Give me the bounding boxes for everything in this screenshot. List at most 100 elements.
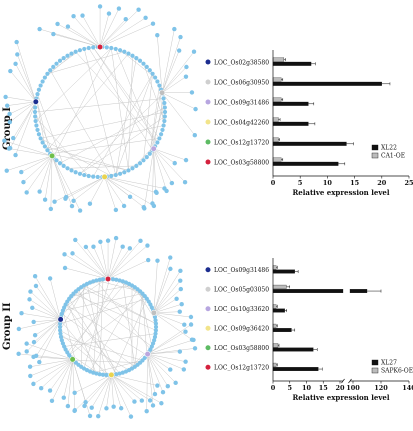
network-node: [188, 322, 194, 327]
network-edge: [15, 63, 37, 102]
network-node: [141, 205, 146, 210]
network-node: [72, 390, 77, 395]
network-node: [165, 383, 170, 389]
network-edge: [111, 374, 135, 402]
network-node: [4, 168, 9, 173]
network-edge: [68, 280, 120, 356]
network-node: [47, 388, 53, 393]
network-edge: [147, 354, 154, 406]
network-node: [24, 190, 29, 195]
network-edge: [59, 330, 130, 371]
network-node: [16, 326, 22, 332]
network-node: [179, 302, 184, 307]
network-node: [32, 332, 38, 338]
network-node: [33, 105, 38, 110]
bar: [272, 328, 292, 332]
network-edge: [161, 92, 195, 136]
network-node: [69, 203, 75, 209]
network-edge: [83, 285, 157, 324]
network-edge: [153, 280, 181, 313]
network-node: [153, 321, 158, 326]
network-node: [73, 170, 78, 175]
network-node: [61, 56, 66, 61]
network-node: [134, 163, 139, 168]
network-node: [87, 201, 93, 206]
network-node: [58, 321, 63, 326]
network-node: [136, 7, 141, 12]
network-node: [31, 319, 36, 325]
network-edge: [147, 354, 164, 393]
group-2-network: [16, 235, 198, 419]
network-node: [147, 398, 153, 403]
network-node: [192, 132, 198, 138]
network-edge: [49, 278, 61, 320]
network-edge: [81, 286, 156, 324]
category-label: LOC_Os03g58800: [214, 345, 269, 352]
network-edge: [15, 101, 37, 156]
network-node: [51, 31, 56, 37]
network-edge: [47, 51, 125, 75]
network-edge: [65, 304, 147, 356]
network-node: [117, 171, 123, 176]
network-node: [61, 395, 66, 400]
network-edge: [84, 48, 116, 176]
network-node: [65, 403, 71, 409]
x-tick-label: 5: [298, 179, 303, 187]
network-node: [100, 277, 106, 282]
network-edge: [161, 36, 181, 93]
network-node: [91, 244, 96, 249]
group-2-chart: LOC_Os09g31486 LOC_Os05g03050 LOC_Os10g336…: [205, 258, 413, 402]
network-edge: [92, 279, 100, 373]
network-edge: [99, 13, 110, 48]
network-edge: [30, 359, 73, 367]
bar: [272, 362, 277, 367]
network-edge: [50, 153, 129, 171]
network-edge: [147, 353, 184, 370]
network-node: [57, 161, 63, 166]
network-edge: [104, 176, 157, 194]
network-node: [31, 339, 37, 345]
network-edge: [153, 311, 180, 314]
x-tick-label: 0: [271, 384, 276, 392]
network-node: [147, 68, 152, 73]
network-edge: [65, 304, 120, 374]
network-node: [178, 34, 183, 40]
network-edge: [9, 101, 36, 115]
network-edge: [147, 348, 196, 355]
bar: [272, 101, 309, 106]
network-node: [57, 58, 63, 63]
network-node: [24, 349, 29, 354]
network-node: [40, 140, 45, 145]
network-edge: [85, 246, 109, 280]
category-marker: [205, 159, 211, 165]
network-node: [91, 370, 96, 375]
network-edge: [153, 312, 193, 340]
network-edge: [153, 303, 182, 314]
network-node: [7, 119, 13, 125]
network-node: [19, 310, 24, 316]
category-marker: [205, 139, 211, 145]
network-edge: [18, 319, 61, 330]
network-node: [160, 127, 165, 133]
network-node: [172, 26, 177, 32]
network-node: [113, 172, 118, 178]
network-node: [152, 391, 158, 397]
network-node: [182, 322, 187, 327]
bar: [272, 367, 319, 371]
network-node: [160, 389, 166, 395]
network-hub-node: [144, 351, 151, 358]
network-node: [54, 158, 59, 163]
network-edge: [134, 293, 143, 367]
network-node: [147, 151, 152, 156]
network-edge: [4, 140, 53, 157]
network-node: [150, 71, 155, 76]
network-edge: [34, 98, 164, 113]
network-edge: [153, 148, 157, 192]
network-edge: [9, 101, 36, 123]
network-node: [126, 168, 131, 173]
network-edge: [59, 283, 88, 331]
network-edge: [153, 148, 175, 164]
network-edge: [111, 374, 122, 409]
network-node: [47, 276, 53, 281]
x-tick-label: 100: [346, 384, 360, 392]
